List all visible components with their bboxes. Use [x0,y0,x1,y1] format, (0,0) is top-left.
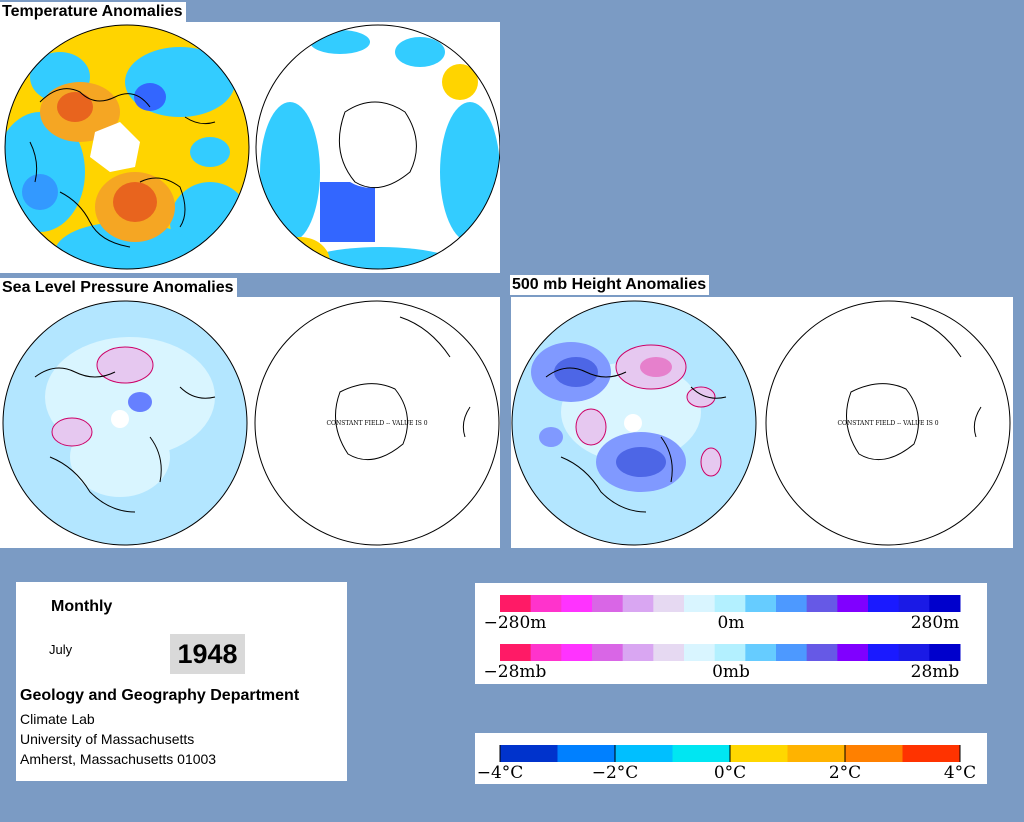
height-max-label: 280m [911,613,960,633]
pressure-legend-swatch [837,644,869,661]
pressure-legend-swatch [929,644,961,661]
height-legend-swatch [622,595,654,612]
temperature-legend-label: −4°C [477,763,524,783]
pressure-legend-swatch [868,644,900,661]
temperature-legend-label: 2°C [829,763,861,783]
pressure-legend-swatch [776,644,808,661]
height-legend-swatch [929,595,961,612]
pressure-legend-swatch [898,644,930,661]
pressure-min-label: −28mb [484,662,547,682]
pressure-legend-swatch [592,644,624,661]
height-legend-swatch [561,595,593,612]
slp-maps: CONSTANT FIELD -- VALUE IS 0 [2,300,500,546]
temperature-legend-swatch [500,745,558,762]
university-name: University of Massachusetts [20,731,195,747]
pressure-mid-label: 0mb [712,662,750,682]
temperature-south-map [255,24,500,270]
pressure-legend-swatch [622,644,654,661]
temperature-legend-swatch [787,745,846,762]
height-legend-swatch [898,595,930,612]
pressure-legend-swatch [530,644,562,661]
anomaly-legend: −280m 0m 280m −28mb 0mb 28mb [475,583,987,684]
temperature-legend-label: 0°C [714,763,746,783]
pressure-max-label: 28mb [911,662,960,682]
height500-constant-field-note: CONSTANT FIELD -- VALUE IS 0 [837,420,938,427]
height500-maps: CONSTANT FIELD -- VALUE IS 0 [511,300,1011,546]
height500-panel: CONSTANT FIELD -- VALUE IS 0 [511,297,1013,548]
slp-panel: CONSTANT FIELD -- VALUE IS 0 [0,297,500,548]
pressure-legend-swatch [745,644,777,661]
temperature-legend-swatch [557,745,616,762]
temperature-legend: −4°C −2°C 0°C 2°C 4°C [475,733,987,784]
temperature-title: Temperature Anomalies [0,2,186,22]
pressure-legend-swatch [653,644,685,661]
pressure-legend-swatch [714,644,746,661]
height-legend-swatch [714,595,746,612]
height-legend-swatch [530,595,562,612]
pressure-legend-swatch [561,644,593,661]
slp-constant-field-note: CONSTANT FIELD -- VALUE IS 0 [326,420,427,427]
height-legend-swatch [684,595,716,612]
temperature-legend-label: 4°C [944,763,976,783]
height-min-label: −280m [484,613,547,633]
slp-south-map: CONSTANT FIELD -- VALUE IS 0 [254,300,500,546]
pressure-legend-swatch [500,644,532,661]
lab-name: Climate Lab [20,711,95,727]
temperature-north-map [4,24,250,270]
pressure-legend-swatch [684,644,716,661]
height-legend-swatch [653,595,685,612]
height500-south-map: CONSTANT FIELD -- VALUE IS 0 [765,300,1011,546]
pressure-color-bar [500,644,961,661]
temperature-legend-swatch [902,745,961,762]
department-name: Geology and Geography Department [20,687,300,704]
temperature-legend-label: −2°C [592,763,639,783]
temperature-color-bar [499,745,961,762]
height-legend-swatch [500,595,532,612]
year-display: 1948 [170,634,245,674]
height-color-bar [500,595,961,612]
temperature-legend-swatch [730,745,788,762]
height-legend-swatch [592,595,624,612]
height-mid-label: 0m [718,613,745,633]
height500-north-map [511,300,757,546]
temperature-panel [0,22,500,273]
pressure-legend-swatch [806,644,838,661]
temperature-legend-swatch [672,745,731,762]
slp-title: Sea Level Pressure Anomalies [0,278,237,298]
height500-title: 500 mb Height Anomalies [510,275,710,295]
height-legend-swatch [868,595,900,612]
temperature-maps [4,24,500,270]
address: Amherst, Massachusetts 01003 [20,751,217,767]
height-legend-swatch [745,595,777,612]
info-box: Monthly July 1948 Geology and Geography … [16,582,347,781]
height-legend-swatch [837,595,869,612]
month-label: July [49,642,73,657]
slp-north-map [2,300,248,546]
height-legend-swatch [806,595,838,612]
height-legend-swatch [776,595,808,612]
temperature-legend-swatch [845,745,903,762]
period-label: Monthly [51,598,113,615]
temperature-legend-swatch [615,745,673,762]
